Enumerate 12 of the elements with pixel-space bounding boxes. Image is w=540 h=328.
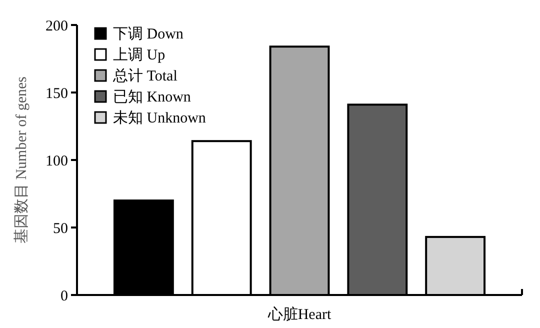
legend-label: 上调 Up: [113, 46, 166, 64]
y-tick-label: 0: [60, 288, 68, 304]
legend-label: 下调 Down: [113, 25, 184, 42]
y-tick-label: 200: [46, 18, 68, 34]
legend-label: 已知 Known: [113, 88, 192, 106]
legend-label: 总计 Total: [112, 67, 178, 84]
legend-label: 未知 Unknown: [113, 109, 206, 126]
y-tick-label: 50: [53, 220, 68, 237]
x-tick-label: 心脏Heart: [266, 306, 332, 323]
y-axis-title: 基因数目 Number of genes: [13, 76, 30, 244]
y-tick-label: 150: [46, 86, 68, 102]
y-tick-label: 100: [46, 153, 68, 170]
